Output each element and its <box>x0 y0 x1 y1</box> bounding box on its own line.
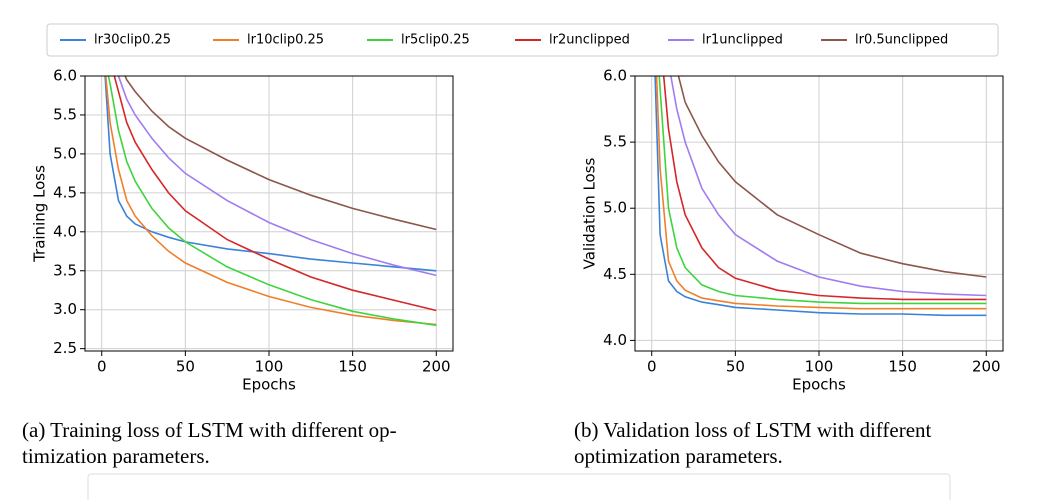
x-tick-label: 100 <box>255 358 284 376</box>
x-tick-label: 200 <box>422 358 451 376</box>
x-tick-label: 200 <box>972 358 1001 376</box>
y-tick-label: 4.0 <box>53 222 77 240</box>
y-tick-label: 5.0 <box>603 199 627 217</box>
y-axis-label: Validation Loss <box>581 157 599 269</box>
y-tick-label: 3.5 <box>53 261 77 279</box>
caption: (a) Training loss of LSTM with different… <box>22 418 397 442</box>
caption: timization parameters. <box>22 444 210 468</box>
x-tick-label: 0 <box>97 358 107 376</box>
y-axis-label: Training Loss <box>31 165 49 263</box>
legend-label: lr30clip0.25 <box>94 33 171 48</box>
y-tick-label: 4.0 <box>603 331 627 349</box>
line-series: lr0.5unclipped <box>677 76 987 278</box>
caption: optimization parameters. <box>574 444 783 468</box>
line-series <box>107 76 437 327</box>
x-tick-label: 50 <box>726 358 745 376</box>
line-series <box>113 76 437 312</box>
legend-label: lr0.5unclipped <box>855 33 948 48</box>
y-tick-label: 2.5 <box>53 339 77 357</box>
x-tick-label: 100 <box>805 358 834 376</box>
x-axis-label: Epochs <box>242 376 296 394</box>
y-tick-label: 6.0 <box>53 67 77 85</box>
legend-label: lr1unclipped <box>702 33 783 48</box>
x-tick-label: 50 <box>176 358 195 376</box>
y-tick-label: 3.0 <box>53 300 77 318</box>
legend-label: lr5clip0.25 <box>401 33 470 48</box>
legend-label: lr10clip0.25 <box>247 33 324 48</box>
line-series: lr1unclipped <box>670 76 987 297</box>
x-tick-label: 0 <box>647 358 657 376</box>
x-tick-label: 150 <box>338 358 367 376</box>
line-series: lr5clip0.25 <box>658 76 987 305</box>
legend-label: lr2unclipped <box>549 33 630 48</box>
line-series: lr10clip0.25 <box>655 76 987 310</box>
y-tick-label: 4.5 <box>603 265 627 283</box>
y-tick-label: 5.5 <box>53 105 77 123</box>
line-series <box>105 76 437 326</box>
line-series <box>124 76 437 231</box>
x-axis-label: Epochs <box>792 376 846 394</box>
faint-box <box>87 473 951 500</box>
line-series <box>117 76 437 277</box>
plot-frame <box>84 75 454 352</box>
plot-frame <box>634 75 1004 352</box>
y-tick-label: 4.5 <box>53 183 77 201</box>
caption: (b) Validation loss of LSTM with differe… <box>574 418 932 442</box>
line-series: lr2unclipped <box>662 76 987 301</box>
x-tick-label: 150 <box>888 358 917 376</box>
y-tick-label: 5.5 <box>603 133 627 151</box>
y-tick-label: 6.0 <box>603 67 627 85</box>
y-tick-label: 5.0 <box>53 144 77 162</box>
line-series <box>104 76 437 272</box>
line-series: lr30clip0.25 <box>654 76 987 317</box>
